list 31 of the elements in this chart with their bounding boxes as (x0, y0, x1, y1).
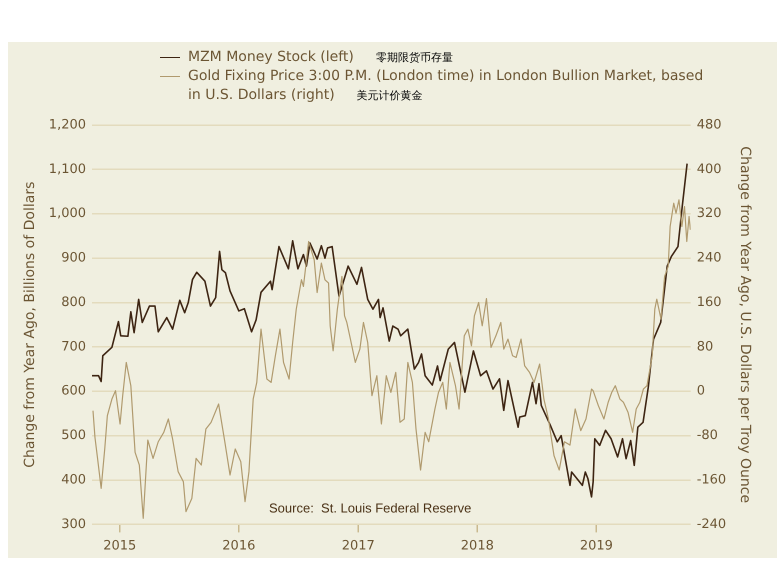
x-tick-label: 2017 (342, 538, 375, 554)
y-axis-title: Change from Year Ago, Billions of Dollars (22, 182, 38, 468)
y2-tick-label: 160 (696, 294, 722, 310)
x-tick-label: 2018 (460, 538, 494, 554)
y-tick-label: 300 (61, 516, 86, 532)
y-tick-label: 1,200 (48, 117, 86, 132)
y2-tick-label: 240 (696, 250, 722, 266)
y2-tick-label: -160 (696, 472, 726, 488)
y2-tick-label: 0 (696, 384, 705, 399)
y-tick-label: 400 (61, 472, 86, 488)
x-tick-label: 2016 (222, 538, 256, 554)
y2-tick-label: -80 (696, 428, 718, 444)
y-tick-label: 700 (61, 339, 86, 354)
y-tick-label: 1,000 (48, 206, 86, 222)
y2-axis-title: Change from Year Ago, U.S. Dollars per Troy Ounce (736, 146, 753, 504)
text: 零期限货币存量 (376, 51, 453, 64)
y-tick-label: 1,100 (48, 162, 86, 177)
y-tick-label: 600 (61, 384, 86, 399)
y2-tick-label: 480 (696, 117, 722, 132)
y-tick-label: 900 (61, 250, 86, 266)
legend-label: MZM Money Stock (left) (188, 49, 354, 65)
y2-tick-label: 320 (696, 206, 722, 222)
y-tick-label: 800 (61, 294, 86, 310)
annotation: Source: St. Louis Federal Reserve (269, 500, 472, 516)
x-tick-label: 2019 (580, 538, 613, 554)
y2-tick-label: 80 (696, 339, 714, 354)
y-tick-label: 500 (61, 428, 86, 444)
y2-tick-label: 400 (696, 162, 722, 177)
x-tick-label: 2015 (103, 538, 136, 554)
text: 美元计价黄金 (356, 89, 423, 102)
y2-tick-label: -240 (696, 516, 726, 532)
